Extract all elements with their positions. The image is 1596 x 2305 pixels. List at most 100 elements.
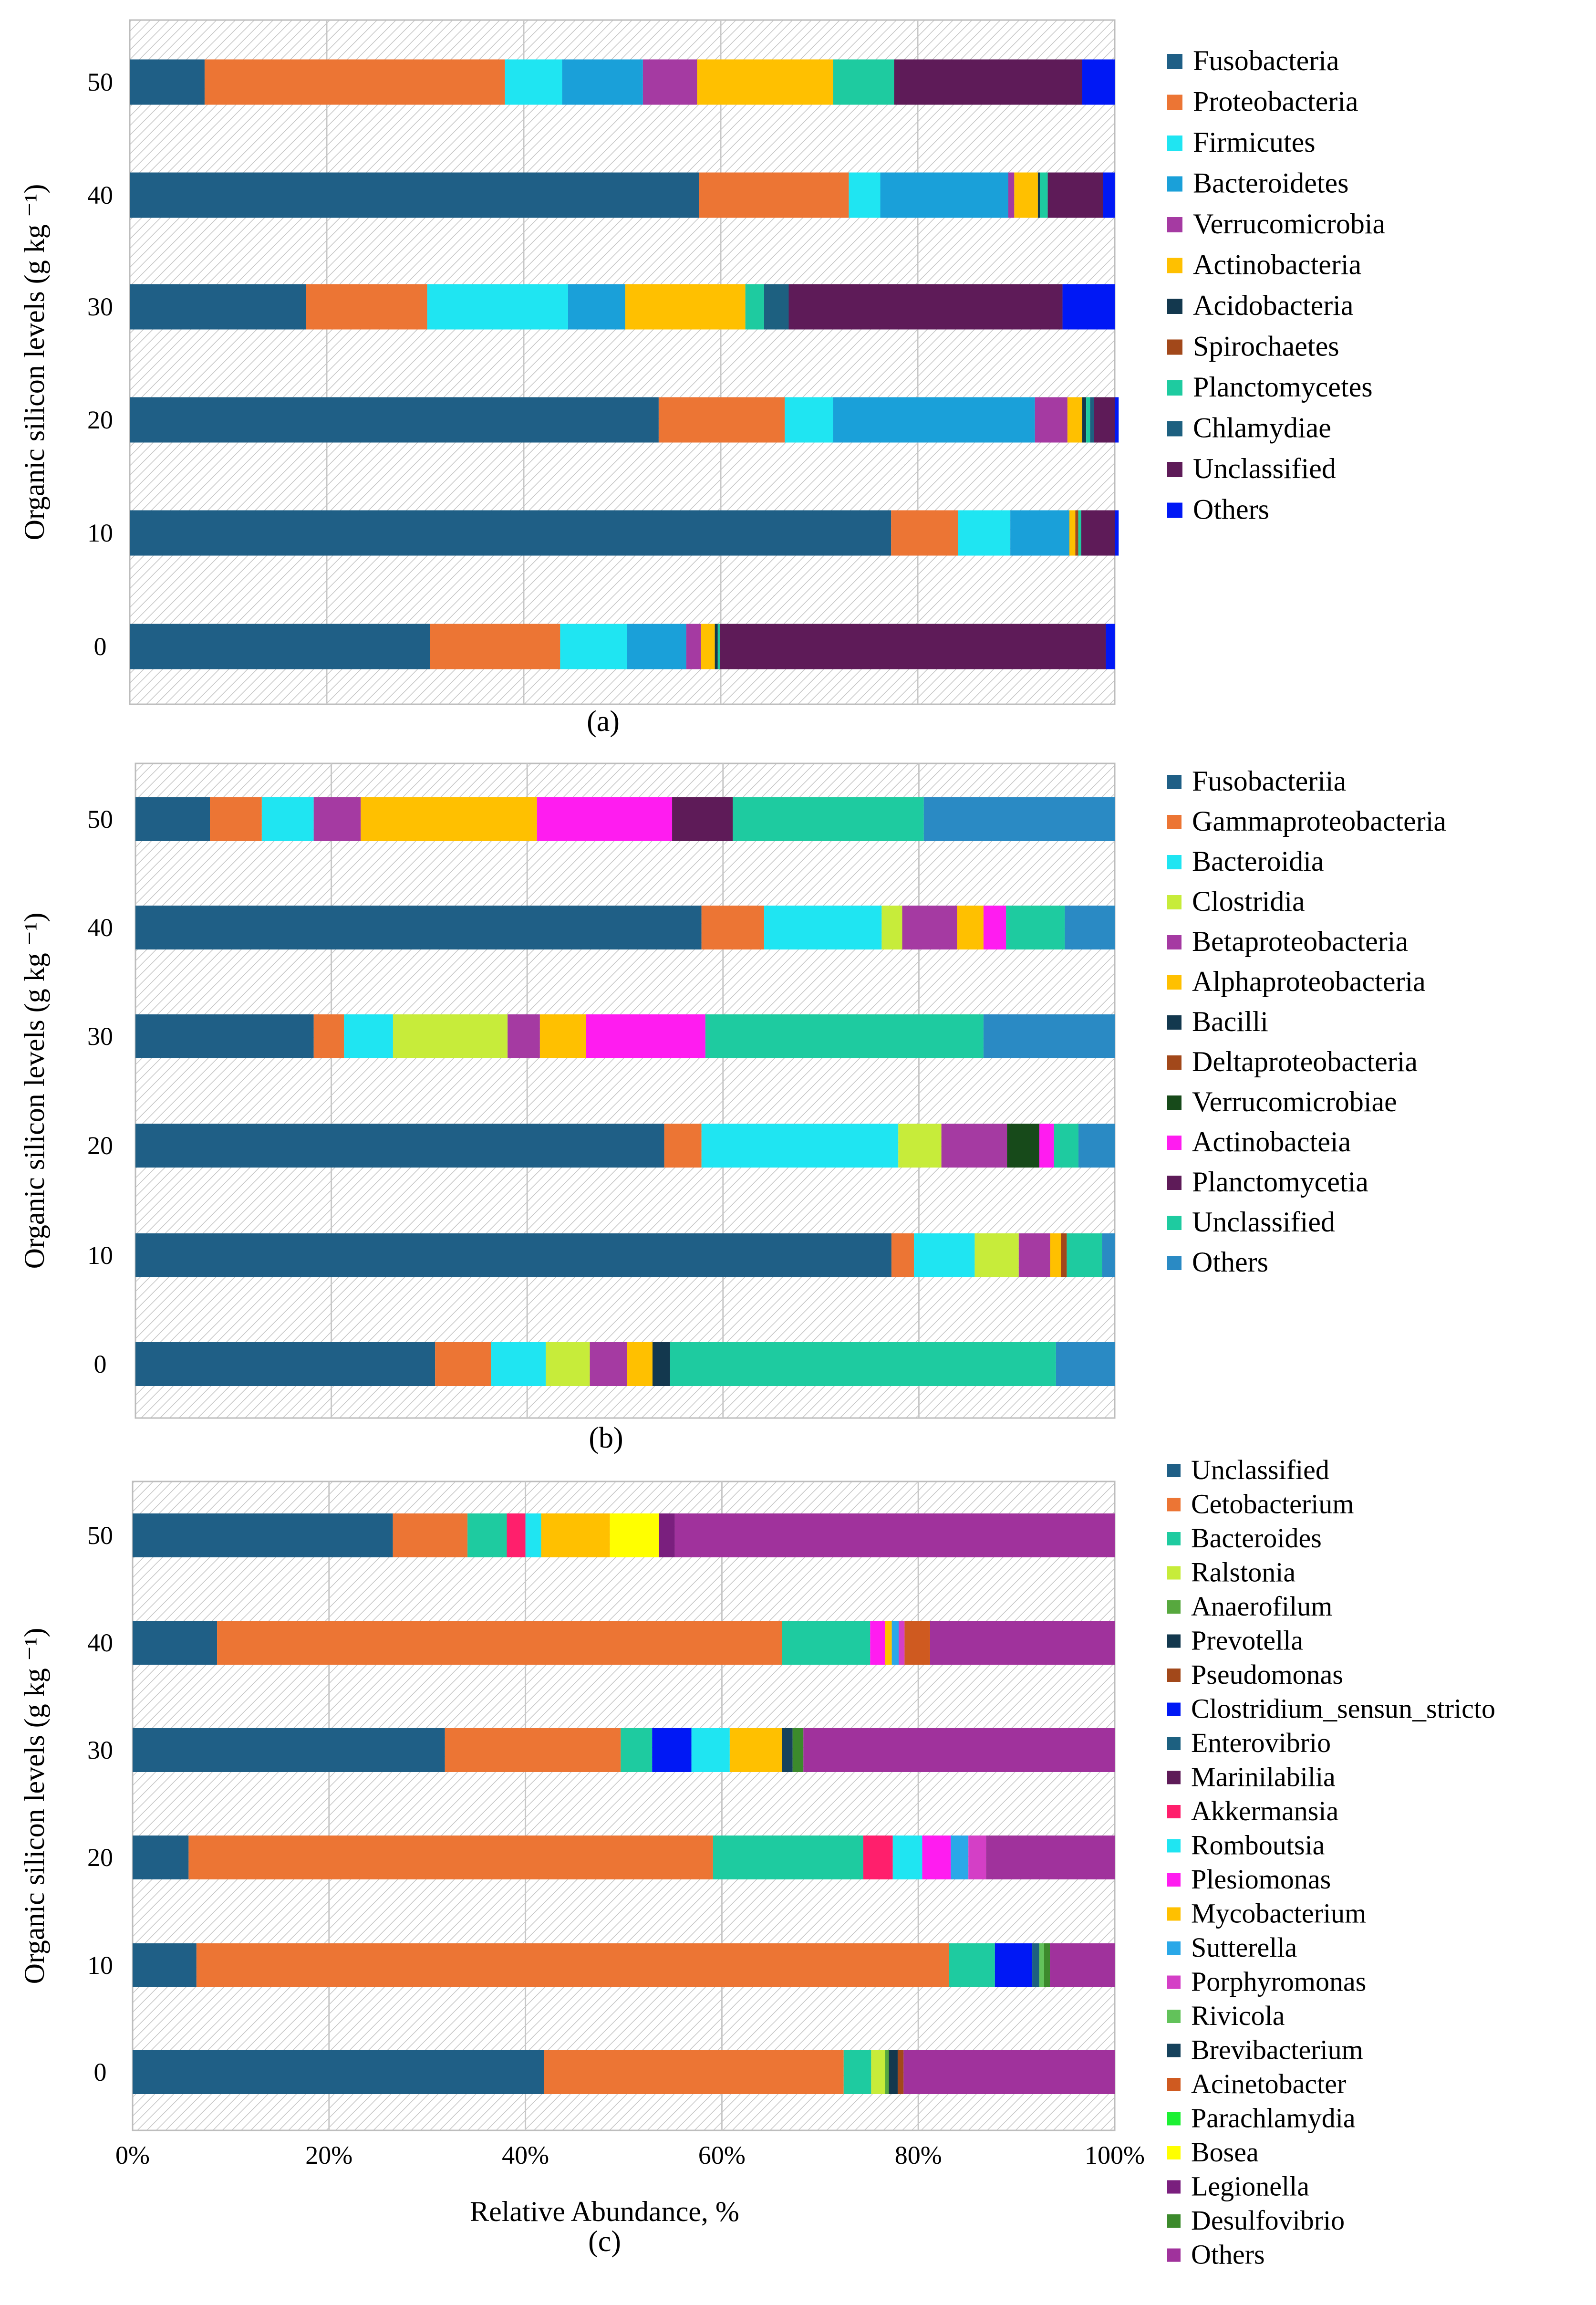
bar-segment-c-0-4 — [885, 2050, 889, 2094]
legend-label-c-10: Akkermansia — [1191, 1795, 1338, 1826]
bar-segment-c-40-1 — [217, 1621, 782, 1665]
bar-segment-a-30-2 — [427, 284, 568, 330]
legend-swatch-b-5 — [1167, 975, 1181, 990]
legend-swatch-a-2 — [1167, 136, 1182, 151]
legend-label-c-7: Clostridium_sensun_stricto — [1191, 1693, 1495, 1724]
bar-segment-b-20-9 — [1039, 1124, 1054, 1168]
bar-segment-c-0-23 — [903, 2050, 1115, 2094]
bar-segment-a-0-2 — [560, 624, 627, 669]
legend-label-c-12: Plesiomonas — [1191, 1864, 1331, 1895]
bar-segment-a-40-4 — [1008, 172, 1015, 218]
bar-segment-b-0-2 — [491, 1342, 546, 1386]
bar-segment-a-30-1 — [306, 284, 427, 330]
bar-segment-b-40-0 — [135, 906, 702, 949]
legend-swatch-c-1 — [1167, 1498, 1181, 1512]
bar-segment-c-10-1 — [196, 1943, 949, 1987]
legend-label-a-3: Bacteroidetes — [1193, 167, 1349, 199]
bar-segment-c-30-2 — [621, 1728, 653, 1772]
bar-segment-c-40-12 — [870, 1621, 885, 1665]
bar-segment-b-40-2 — [764, 906, 882, 949]
legend-swatch-c-9 — [1167, 1771, 1181, 1784]
legend-label-b-2: Bacteroidia — [1192, 845, 1324, 877]
bar-segment-b-40-4 — [902, 906, 957, 949]
legend-swatch-b-2 — [1167, 855, 1181, 869]
bar-segment-a-10-1 — [891, 510, 958, 556]
category-label-c-40: 40 — [87, 1628, 113, 1657]
bar-segment-c-0-5 — [889, 2050, 898, 2094]
legend-label-c-4: Anaerofilum — [1191, 1591, 1332, 1622]
category-label-a-50: 50 — [87, 68, 113, 96]
bar-segment-c-20-11 — [892, 1836, 922, 1879]
bar-segment-a-10-11 — [1115, 510, 1119, 556]
legend-label-c-1: Cetobacterium — [1191, 1489, 1354, 1520]
legend-label-c-2: Bacteroides — [1191, 1523, 1322, 1554]
bar-segment-b-20-4 — [941, 1124, 1007, 1168]
legend-swatch-a-9 — [1167, 421, 1182, 437]
bar-segment-b-20-0 — [135, 1124, 664, 1168]
legend-swatch-c-21 — [1167, 2180, 1181, 2194]
legend-label-b-0: Fusobacteriia — [1192, 765, 1346, 797]
bar-segment-a-30-3 — [568, 284, 625, 330]
legend-label-b-8: Verrucomicrobiae — [1192, 1086, 1397, 1117]
category-label-a-0: 0 — [94, 632, 107, 661]
panel-c-chart: 50 40 30 20 10 0 Organic silicon levels (g kg … — [19, 1454, 1495, 2270]
bar-segment-c-0-6 — [897, 2050, 904, 2094]
bar-segment-b-10-2 — [914, 1233, 975, 1277]
bar-segment-b-0-3 — [546, 1342, 590, 1386]
bar-segment-a-40-11 — [1103, 172, 1115, 218]
bar-segment-c-30-17 — [781, 1728, 793, 1772]
bar-segment-c-40-0 — [133, 1621, 218, 1665]
bar-segment-a-50-5 — [697, 59, 833, 105]
panel-label-c: (c) — [588, 2225, 621, 2258]
legend-label-c-6: Pseudomonas — [1191, 1659, 1343, 1690]
bar-segment-c-10-0 — [133, 1943, 197, 1987]
legend-swatch-c-19 — [1167, 2112, 1181, 2126]
bar-segment-a-0-11 — [1106, 624, 1115, 669]
legend-label-c-13: Mycobacterium — [1191, 1898, 1366, 1929]
legend-label-b-4: Betaproteobacteria — [1192, 926, 1408, 957]
legend-label-a-1: Proteobacteria — [1193, 86, 1358, 117]
bar-segment-b-50-9 — [537, 797, 673, 841]
bar-segment-b-30-3 — [393, 1014, 508, 1058]
legend-swatch-c-16 — [1167, 2010, 1181, 2023]
bar-segment-c-10-7 — [995, 1943, 1033, 1987]
bar-segment-a-40-6 — [1037, 172, 1040, 218]
bar-segment-b-0-4 — [590, 1342, 627, 1386]
bar-segment-a-50-3 — [562, 59, 643, 105]
bar-segment-a-10-5 — [1069, 510, 1076, 556]
bar-segment-a-30-0 — [130, 284, 306, 330]
bar-segment-c-50-20 — [610, 1513, 659, 1557]
legend-label-c-19: Parachlamydia — [1191, 2103, 1356, 2134]
legend-label-a-4: Verrucomicrobia — [1193, 208, 1385, 240]
legend-label-c-0: Unclassified — [1191, 1454, 1329, 1485]
legend-label-b-12: Others — [1192, 1246, 1268, 1278]
bar-segment-c-50-0 — [133, 1513, 393, 1557]
bar-segment-b-10-3 — [974, 1233, 1019, 1277]
bar-segment-a-50-11 — [1082, 59, 1115, 105]
legend-swatch-a-3 — [1167, 176, 1182, 192]
legend-swatch-a-6 — [1167, 299, 1182, 314]
bar-segment-a-10-10 — [1081, 510, 1115, 556]
legend-swatch-c-10 — [1167, 1805, 1181, 1818]
bar-segment-c-40-15 — [899, 1621, 905, 1665]
bar-segment-c-40-13 — [885, 1621, 892, 1665]
bar-segment-a-30-9 — [764, 284, 789, 330]
bar-segment-c-20-10 — [863, 1836, 893, 1879]
legend-label-c-21: Legionella — [1191, 2171, 1309, 2202]
legend-swatch-c-15 — [1167, 1975, 1181, 1989]
bar-segment-b-50-10 — [672, 797, 733, 841]
bar-segment-c-50-13 — [541, 1513, 610, 1557]
bar-segment-c-20-15 — [968, 1836, 986, 1879]
legend-swatch-b-3 — [1167, 895, 1181, 909]
panel-b-chart: 50 40 30 20 10 0 Organic silicon levels (g kg … — [19, 762, 1446, 1454]
bar-segment-b-10-7 — [1061, 1233, 1067, 1277]
bar-segment-c-0-1 — [544, 2050, 844, 2094]
bar-segment-b-20-12 — [1078, 1124, 1115, 1168]
bar-segment-c-40-2 — [781, 1621, 871, 1665]
legend-swatch-b-10 — [1167, 1176, 1181, 1190]
legend-swatch-a-8 — [1167, 380, 1182, 396]
bar-segment-b-30-12 — [983, 1014, 1115, 1058]
legend-swatch-c-13 — [1167, 1907, 1181, 1921]
legend-label-a-2: Firmicutes — [1193, 126, 1316, 158]
bar-segment-b-10-12 — [1102, 1233, 1115, 1277]
